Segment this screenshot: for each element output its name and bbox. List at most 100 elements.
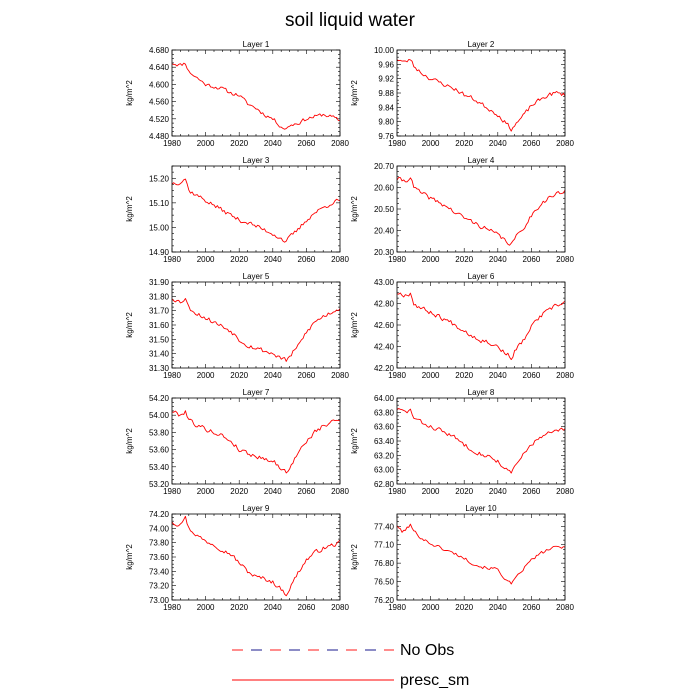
y-tick-label: 77.40 xyxy=(374,522,395,531)
x-tick-label: 1980 xyxy=(163,139,181,148)
y-tick-label: 73.20 xyxy=(149,582,170,591)
y-tick-label: 31.60 xyxy=(149,321,170,330)
x-tick-label: 2080 xyxy=(331,603,349,612)
y-tick-label: 9.80 xyxy=(378,118,394,127)
y-tick-label: 9.76 xyxy=(378,132,394,141)
x-tick-label: 2060 xyxy=(298,371,316,380)
panel-layer-9: Layer 9 kg/m^2 1980 2000 2020 2040 2060 2080 73.… xyxy=(125,504,349,612)
x-tick-label: 2020 xyxy=(455,371,473,380)
x-tick-label: 2080 xyxy=(331,371,349,380)
y-tick-label: 74.20 xyxy=(149,510,170,519)
y-tick-label: 9.88 xyxy=(378,89,394,98)
y-tick-label: 73.00 xyxy=(149,596,170,605)
y-tick-label: 76.50 xyxy=(374,578,395,587)
plot-frame xyxy=(171,49,341,137)
x-tick-label: 1980 xyxy=(388,603,406,612)
plot-frame xyxy=(396,49,566,137)
y-axis-label: kg/m^2 xyxy=(350,312,359,338)
x-tick-label: 2040 xyxy=(264,139,282,148)
x-tick-label: 2000 xyxy=(422,255,440,264)
y-tick-label: 42.40 xyxy=(374,343,395,352)
y-axis-label: kg/m^2 xyxy=(125,80,134,106)
y-tick-label: 10.00 xyxy=(374,46,395,55)
series-line-presc-sm xyxy=(396,292,566,361)
legend-label-presc-sm: presc_sm xyxy=(400,672,469,689)
y-axis-label: kg/m^2 xyxy=(125,312,134,338)
panel-layer-6: Layer 6 kg/m^2 1980 2000 2020 2040 2060 2080 42.… xyxy=(350,272,574,380)
y-tick-label: 76.80 xyxy=(374,559,395,568)
plot-frame xyxy=(396,397,566,485)
y-tick-label: 63.40 xyxy=(374,437,395,446)
series-line-presc-sm xyxy=(171,410,341,474)
x-tick-label: 2060 xyxy=(523,487,541,496)
y-tick-label: 20.60 xyxy=(374,184,395,193)
x-tick-label: 1980 xyxy=(163,487,181,496)
series-line-presc-sm xyxy=(171,298,341,362)
plot-frame xyxy=(171,281,341,369)
panel-layer-4: Layer 4 kg/m^2 1980 2000 2020 2040 2060 2080 20.… xyxy=(350,156,574,264)
panel-title: Layer 4 xyxy=(468,156,495,165)
y-axis-label: kg/m^2 xyxy=(350,428,359,454)
y-tick-label: 4.560 xyxy=(149,98,170,107)
x-tick-label: 2000 xyxy=(197,487,215,496)
y-tick-label: 31.50 xyxy=(149,335,170,344)
x-tick-label: 2000 xyxy=(422,487,440,496)
y-axis-label: kg/m^2 xyxy=(350,80,359,106)
y-tick-label: 63.80 xyxy=(374,408,395,417)
y-tick-label: 14.90 xyxy=(149,248,170,257)
x-tick-label: 2080 xyxy=(556,487,574,496)
series-line-presc-sm xyxy=(396,523,566,585)
series-line-presc-sm xyxy=(396,408,566,474)
panel-layer-7: Layer 7 kg/m^2 1980 2000 2020 2040 2060 2080 53.… xyxy=(125,388,349,496)
x-tick-label: 2060 xyxy=(298,603,316,612)
plot-frame xyxy=(396,281,566,369)
x-tick-label: 1980 xyxy=(388,371,406,380)
y-tick-label: 15.10 xyxy=(149,199,170,208)
y-tick-label: 4.680 xyxy=(149,46,170,55)
y-tick-label: 73.80 xyxy=(149,539,170,548)
x-tick-label: 2040 xyxy=(489,487,507,496)
panel-layer-10: Layer 10 kg/m^2 1980 2000 2020 2040 2060 2080 76… xyxy=(350,504,574,612)
x-tick-label: 2080 xyxy=(331,487,349,496)
panel-layer-3: Layer 3 kg/m^2 1980 2000 2020 2040 2060 2080 14.… xyxy=(125,156,349,264)
y-axis-label: kg/m^2 xyxy=(350,196,359,222)
x-tick-label: 2080 xyxy=(556,603,574,612)
x-tick-label: 2080 xyxy=(556,139,574,148)
y-axis-label: kg/m^2 xyxy=(125,544,134,570)
y-tick-label: 53.60 xyxy=(149,446,170,455)
x-tick-label: 2040 xyxy=(264,371,282,380)
x-tick-label: 2020 xyxy=(455,139,473,148)
x-tick-label: 2060 xyxy=(523,603,541,612)
x-tick-label: 2020 xyxy=(455,603,473,612)
x-tick-label: 2060 xyxy=(298,487,316,496)
x-tick-label: 2080 xyxy=(331,139,349,148)
y-tick-label: 74.00 xyxy=(149,524,170,533)
panel-title: Layer 8 xyxy=(468,388,495,397)
y-tick-label: 9.92 xyxy=(378,75,394,84)
x-tick-label: 2000 xyxy=(422,603,440,612)
panel-title: Layer 6 xyxy=(468,272,495,281)
y-tick-label: 31.70 xyxy=(149,307,170,316)
y-tick-label: 9.84 xyxy=(378,103,394,112)
panel-title: Layer 5 xyxy=(243,272,270,281)
y-tick-label: 31.80 xyxy=(149,292,170,301)
y-tick-label: 77.10 xyxy=(374,541,395,550)
x-tick-label: 2000 xyxy=(197,139,215,148)
y-tick-label: 73.60 xyxy=(149,553,170,562)
y-tick-label: 4.480 xyxy=(149,132,170,141)
series-line-presc-sm xyxy=(171,515,341,597)
y-tick-label: 63.20 xyxy=(374,451,395,460)
y-tick-label: 4.640 xyxy=(149,63,170,72)
y-tick-label: 64.00 xyxy=(374,394,395,403)
page-title: soil liquid water xyxy=(285,10,416,31)
x-tick-label: 2040 xyxy=(264,603,282,612)
y-tick-label: 62.80 xyxy=(374,480,395,489)
x-tick-label: 2060 xyxy=(523,139,541,148)
y-tick-label: 31.40 xyxy=(149,350,170,359)
x-tick-label: 2040 xyxy=(489,603,507,612)
panel-layer-1: Layer 1 kg/m^2 1980 2000 2020 2040 2060 2080 4.4… xyxy=(125,40,349,148)
x-tick-label: 2080 xyxy=(331,255,349,264)
panel-title: Layer 3 xyxy=(243,156,270,165)
y-axis-label: kg/m^2 xyxy=(125,196,134,222)
x-tick-label: 2040 xyxy=(489,371,507,380)
